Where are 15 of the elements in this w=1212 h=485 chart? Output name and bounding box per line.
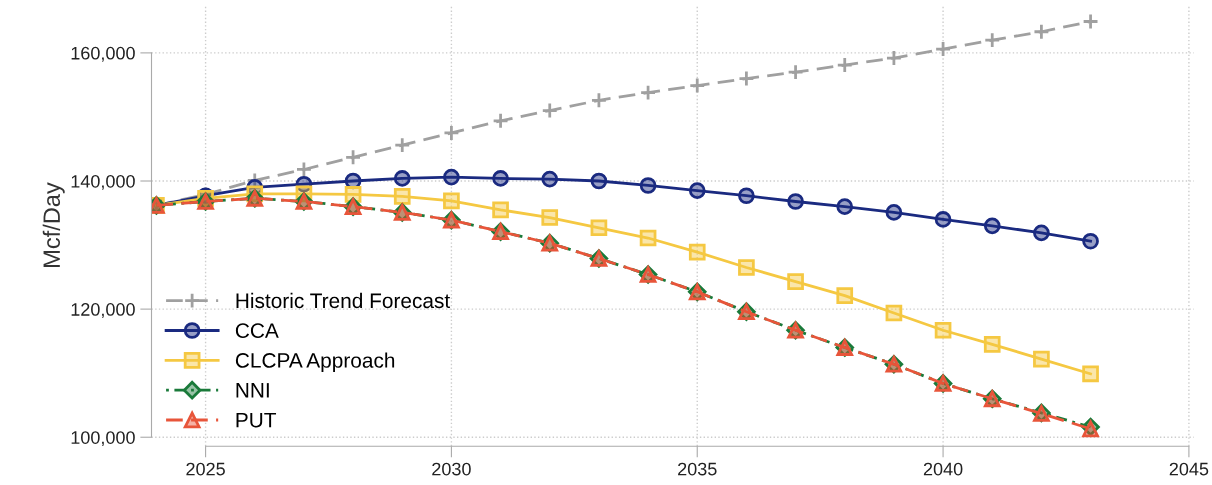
legend-label: CCA xyxy=(235,323,279,338)
legend-label: CLCPA Approach xyxy=(235,352,395,372)
legend-label: NNI xyxy=(236,383,269,398)
x-tick-label: 2030 xyxy=(432,462,471,476)
legend-label: Historic Trend Forecast xyxy=(236,292,451,309)
legend-label: PUT xyxy=(236,412,277,428)
x-tick-label: 2045 xyxy=(1169,462,1209,476)
y-tick-label: 140,000 xyxy=(71,174,135,190)
y-tick-label: 120,000 xyxy=(71,303,135,318)
y-tick-label: 100,000 xyxy=(71,431,135,447)
x-tick-label: 2025 xyxy=(186,462,225,476)
y-axis-title: Mcf/Day xyxy=(42,182,65,267)
y-tick-label: 160,000 xyxy=(71,46,135,62)
x-tick-label: 2040 xyxy=(923,462,963,476)
x-tick-label: 2035 xyxy=(678,462,717,476)
